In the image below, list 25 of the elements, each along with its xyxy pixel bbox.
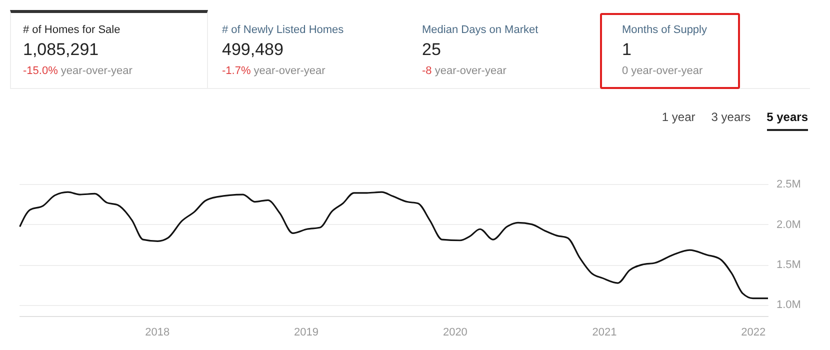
y-tick-label: 2.0M (776, 218, 801, 231)
x-tick-label: 2018 (145, 326, 170, 338)
text: 0 year-over-year (622, 65, 704, 77)
text: 1,085,291 (23, 40, 100, 60)
text: # of Newly Listed Homes (222, 24, 345, 36)
text: Median Days on Market (422, 24, 540, 36)
x-tick-label: 2020 (442, 326, 468, 338)
text: 3 years (711, 110, 751, 126)
text: 5 years (766, 110, 808, 131)
y-tick-label: 1.0M (776, 299, 801, 312)
y-tick-label: 1.5M (776, 259, 801, 272)
text: -15.0% year-over-year (23, 65, 134, 77)
y-tick-label: 2.5M (776, 178, 801, 191)
text: 25 (422, 40, 442, 60)
x-tick-label: 2019 (294, 326, 319, 338)
text: # of Homes for Sale (23, 24, 122, 36)
x-tick-label: 2021 (592, 326, 617, 338)
text: -8 year-over-year (422, 65, 508, 77)
line-series (19, 191, 768, 300)
text: -1.7% year-over-year (222, 65, 326, 77)
text: Months of Supply (622, 24, 708, 36)
x-tick-label: 2022 (741, 326, 766, 338)
text: 1 year (662, 110, 696, 126)
text: 1 (622, 40, 632, 60)
text: 499,489 (222, 40, 284, 60)
